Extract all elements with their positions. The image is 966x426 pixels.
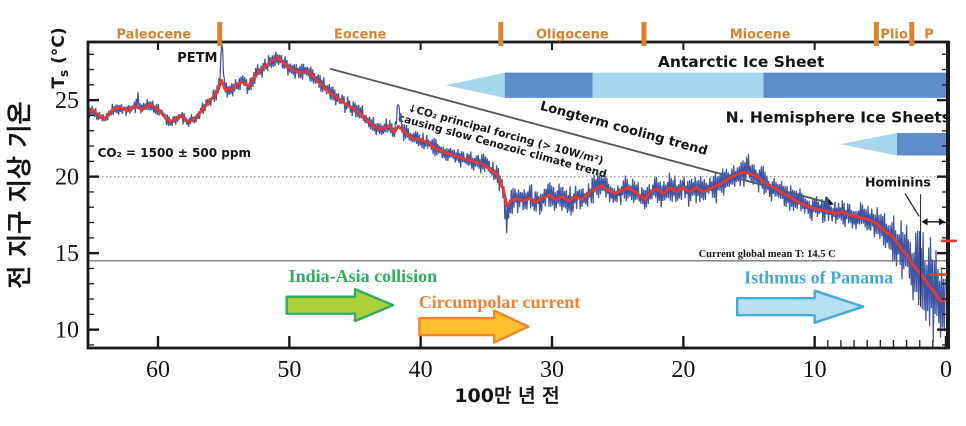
ice-bar-label-1: N. Hemisphere Ice Sheets <box>726 108 951 126</box>
hominins-arrowhead-left <box>921 218 928 226</box>
y-tick-label: 10 <box>55 318 79 344</box>
y-tick-label: 25 <box>55 88 79 114</box>
event-arrow-label-0: India-Asia collision <box>289 266 438 286</box>
ice-bar-segment <box>504 72 593 98</box>
x-tick-label: 60 <box>146 357 170 383</box>
event-arrow-label-1: Circumpolar current <box>419 292 580 312</box>
epoch-label-oligocene: Oligocene <box>536 28 609 43</box>
event-arrow-1 <box>418 309 530 344</box>
epoch-label-p: P <box>924 28 934 43</box>
event-arrow-label-2: Isthmus of Panama <box>744 268 893 288</box>
event-arrow-0 <box>285 287 395 323</box>
ice-bar-segment <box>592 72 764 98</box>
petm-label: PETM <box>177 51 217 66</box>
hominins-pointer <box>904 193 920 217</box>
x-tick-label: 10 <box>803 357 827 383</box>
x-tick-label: 0 <box>940 357 952 383</box>
y-tick-label: 20 <box>55 165 79 191</box>
series-smoothed-temperature <box>88 55 947 302</box>
ice-bar-tip <box>840 133 898 156</box>
ice-bar-segment <box>897 133 946 156</box>
hominins-arrowhead-right <box>939 218 945 226</box>
hominins-label: Hominins <box>865 175 931 190</box>
x-tick-label: 20 <box>671 357 695 383</box>
ice-bar-tip <box>445 72 505 98</box>
x-axis-title: 100만 년 전 <box>454 385 559 407</box>
epoch-label-eocene: Eocene <box>334 28 387 43</box>
ice-bar-label-0: Antarctic Ice Sheet <box>658 53 825 71</box>
epoch-label-plio: Plio <box>880 28 907 43</box>
co2-level-label: CO₂ = 1500 ± 500 ppm <box>98 146 251 160</box>
chart-element: T <box>49 77 69 89</box>
ice-bar-segment <box>763 72 946 98</box>
epoch-label-miocene: Miocene <box>730 28 791 43</box>
event-arrow-2 <box>735 289 865 324</box>
chart-element: (°C) <box>49 27 69 69</box>
x-tick-label: 40 <box>409 357 433 383</box>
x-tick-label: 30 <box>540 357 564 383</box>
current-mean-label: Current global mean T: 14.5 C <box>699 249 836 260</box>
chart-element: s <box>57 70 71 77</box>
y-axis-title-korean: 전 지구 지상 기온 <box>5 101 34 288</box>
epoch-label-paleocene: Paleocene <box>116 28 191 43</box>
y-axis-title-units: Ts (°C) <box>49 27 71 88</box>
cooling-trend-line <box>329 67 829 204</box>
x-tick-label: 50 <box>277 357 301 383</box>
y-tick-label: 15 <box>55 241 79 267</box>
